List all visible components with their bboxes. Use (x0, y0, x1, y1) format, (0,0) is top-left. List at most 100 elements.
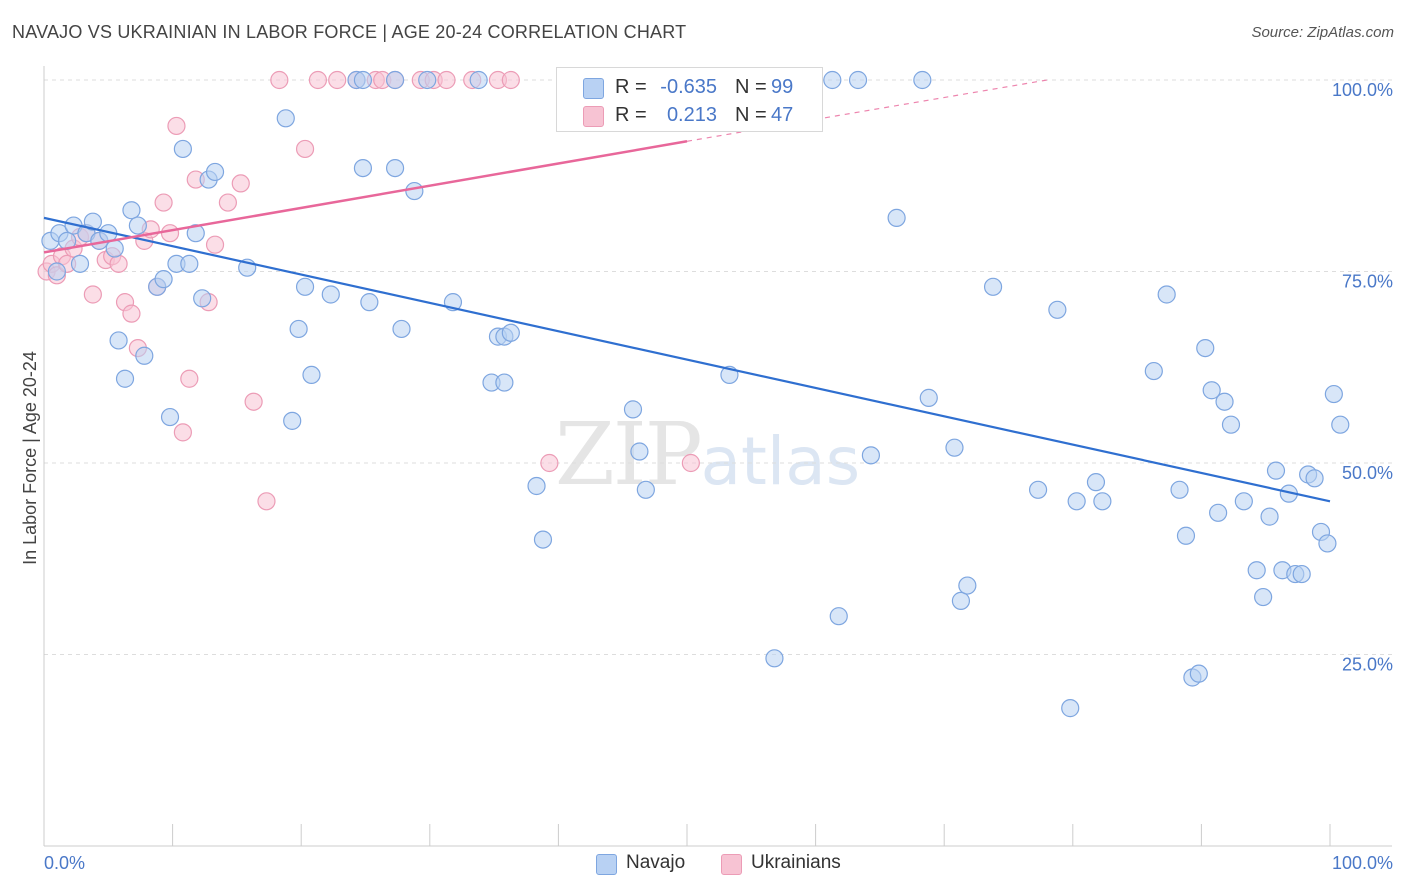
ukrainians-r-label: R = (615, 104, 647, 126)
ukrainians-legend-label: Ukrainians (751, 852, 841, 873)
navajo-point (1221, 415, 1241, 434)
ukrainians-point (308, 70, 328, 90)
navajo-point (353, 158, 373, 178)
navajo-point (1331, 415, 1350, 434)
navajo-point (630, 442, 649, 461)
navajo-point (128, 216, 147, 235)
watermark: ZIPatlas (555, 405, 860, 505)
ukrainians-legend-swatch (721, 854, 742, 875)
legend-row-ukrainians: R = 0.213 N = 47 (557, 102, 822, 130)
navajo-point (636, 480, 655, 499)
ukrainians-n-value: 47 (771, 104, 794, 126)
navajo-point (295, 277, 315, 296)
y-tick-label: 25.0% (1342, 655, 1393, 675)
navajo-point (913, 70, 932, 90)
ukrainians-point (231, 174, 250, 193)
navajo-point (302, 365, 321, 385)
y-tick-label: 50.0% (1342, 463, 1393, 483)
navajo-point (276, 109, 295, 128)
navajo-point (160, 407, 180, 427)
navajo-point (70, 254, 90, 273)
y-tick-label: 75.0% (1342, 272, 1393, 292)
navajo-point (495, 373, 514, 392)
navajo-point (360, 293, 379, 312)
y-tick-label: 100.0% (1332, 80, 1393, 100)
navajo-point (1266, 461, 1286, 480)
ukrainians-point (83, 285, 102, 304)
navajo-point (533, 530, 553, 549)
navajo-point (283, 411, 302, 430)
navajo-point (527, 476, 546, 496)
ukrainians-point (257, 492, 276, 511)
navajo-point (385, 158, 405, 178)
ukrainians-point (205, 235, 225, 254)
x-tick-label-min: 0.0% (44, 853, 85, 873)
navajo-point (154, 270, 173, 289)
navajo-point (385, 70, 405, 90)
y-axis-label: In Labor Force | Age 20-24 (20, 351, 40, 565)
navajo-point (109, 331, 128, 350)
navajo-r-label: R = (615, 76, 647, 98)
navajo-point (193, 289, 212, 308)
ukrainians-point (328, 70, 347, 90)
navajo-point (1305, 469, 1324, 488)
navajo-point (1196, 339, 1215, 358)
navajo-point (469, 70, 488, 90)
navajo-point (1260, 507, 1279, 526)
ukrainians-swatch (583, 106, 604, 127)
navajo-point (1061, 699, 1080, 718)
navajo-point (848, 70, 868, 90)
trend-lines (43, 79, 1331, 503)
navajo-r-value: -0.635 (660, 76, 717, 98)
navajo-point (1247, 561, 1266, 580)
navajo-point (1067, 492, 1086, 511)
navajo-point (135, 346, 154, 365)
navajo-point (501, 323, 520, 342)
navajo-point (47, 262, 66, 281)
correlation-legend: R = -0.635 N = 99 R = 0.213 N = 47 (556, 67, 823, 132)
navajo-n-value: 99 (771, 76, 794, 98)
navajo-point (1028, 480, 1048, 499)
navajo-point (1234, 492, 1253, 511)
navajo-point (765, 649, 784, 668)
series-legend: Navajo Ukrainians (0, 852, 1406, 878)
ukrainians-r-value: 0.213 (666, 104, 717, 126)
navajo-point (1176, 526, 1196, 545)
chart-source: Source: ZipAtlas.com (1251, 24, 1394, 41)
navajo-point (823, 70, 842, 90)
navajo-point (180, 254, 199, 273)
ukrainians-point (540, 453, 559, 473)
navajo-point (321, 285, 340, 304)
navajo-n-label: N = (735, 76, 767, 98)
ukrainians-point (501, 70, 520, 90)
navajo-point (1157, 285, 1176, 304)
navajo-point (623, 400, 643, 419)
navajo-swatch (583, 78, 604, 99)
ukrainians-point (244, 392, 263, 411)
navajo-point (958, 576, 977, 595)
navajo-point (1170, 480, 1189, 499)
navajo-legend-label: Navajo (626, 852, 686, 873)
ukrainians-n-label: N = (735, 104, 767, 126)
navajo-point (115, 369, 135, 388)
navajo-point (1209, 503, 1228, 522)
navajo-point (105, 239, 124, 258)
navajo-point (1144, 361, 1163, 381)
navajo-point (1093, 492, 1112, 511)
ukrainians-point (437, 70, 456, 90)
ukrainians-point (180, 369, 199, 388)
navajo-point (945, 438, 964, 457)
ukrainians-point (122, 304, 141, 323)
navajo-point (1048, 300, 1067, 319)
navajo-point (205, 162, 225, 182)
navajo-point (392, 319, 411, 339)
navajo-points (41, 70, 1350, 718)
ukrainians-point (218, 193, 237, 212)
navajo-point (173, 139, 192, 159)
x-tick-label-max: 100.0% (1332, 853, 1393, 873)
navajo-point (1202, 381, 1221, 400)
ukrainians-point (167, 116, 186, 136)
navajo-point (1189, 664, 1208, 683)
navajo-point (1086, 473, 1106, 492)
